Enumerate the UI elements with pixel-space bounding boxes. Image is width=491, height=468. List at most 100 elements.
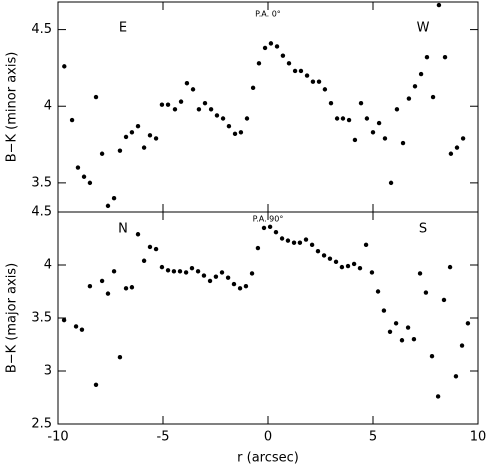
point [262,45,268,51]
point [322,87,328,92]
x-tick-label: 5 [369,430,377,445]
point [243,284,249,289]
y-tick-label: 3.5 [31,175,52,190]
point [256,61,262,66]
point [370,130,376,135]
point [87,284,93,289]
point [351,261,357,267]
annotation: P.A. 0° [255,10,281,19]
point [411,337,417,342]
point [165,268,171,273]
point [249,271,255,276]
y-tick-label: 3 [44,364,52,379]
point [393,321,399,326]
point [196,107,202,112]
point [399,338,405,343]
point [417,271,423,276]
point [244,116,250,121]
point [135,232,141,237]
point [310,79,316,84]
point [286,61,292,66]
point [267,224,273,230]
point [237,286,243,291]
y-tick-label: 4 [44,258,52,273]
point [195,269,201,274]
point [129,130,135,135]
point [111,269,117,274]
point [454,145,460,150]
point [220,116,226,121]
point [93,94,99,100]
point [255,245,261,251]
point [159,102,165,107]
point [400,140,406,146]
point [321,253,327,258]
plot-frame [57,211,479,425]
y-tick-label: 4 [44,99,52,114]
x-tick-label: -5 [157,430,170,445]
point [424,54,430,60]
point [418,71,424,77]
point [273,229,279,235]
point [369,270,375,275]
annotation: W [417,21,430,36]
point [327,256,333,261]
point [73,324,79,329]
point [79,327,85,332]
point [208,107,214,112]
y-axis-label: B−K (major axis) [5,263,20,373]
annotation: P.A. 90° [253,215,284,224]
point [141,145,147,150]
point [250,85,256,91]
point [298,68,304,74]
point [99,278,105,284]
point [291,240,297,245]
point [69,117,75,123]
point [232,131,238,137]
point [117,355,123,360]
point [358,100,364,106]
point [207,278,213,284]
point [117,148,123,153]
point [442,54,448,60]
point [304,73,310,78]
point [423,290,429,295]
point [316,79,322,84]
annotation: E [119,21,127,36]
point [364,116,370,121]
point [87,180,93,186]
point [309,242,315,248]
point [99,151,105,156]
point [183,270,189,275]
point [274,44,280,49]
annotation: S [419,222,427,237]
point [382,136,388,141]
y-tick-label: 4.5 [31,22,52,37]
point [189,265,195,271]
point [238,130,244,135]
point [357,265,363,271]
point [406,96,412,101]
point [123,286,129,291]
point [292,68,298,74]
point [147,133,153,138]
point [453,374,459,379]
point [436,2,442,8]
point [123,134,129,140]
point [172,107,178,112]
point [62,64,67,69]
point [105,203,111,209]
point [381,308,387,313]
point [340,116,346,121]
point [214,113,220,118]
point [465,321,471,326]
point [129,285,135,290]
point [346,117,352,123]
point [448,151,454,156]
point [75,165,81,170]
point [165,102,171,107]
point [447,264,453,270]
y-tick-label: 2.5 [31,417,52,432]
point [375,289,381,294]
annotation: N [118,222,128,237]
